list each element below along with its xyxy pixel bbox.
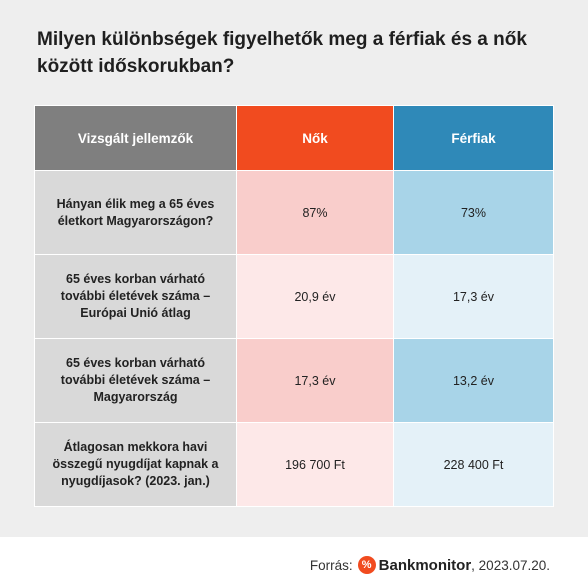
- men-value: 73%: [393, 170, 554, 255]
- women-value: 20,9 év: [236, 254, 394, 339]
- row-label: 65 éves korban várható további életévek …: [34, 338, 237, 423]
- table-row: 65 éves korban várható további életévek …: [34, 338, 554, 423]
- brand-logo-text: Bankmonitor: [378, 556, 472, 574]
- row-label: Átlagosan mekkora havi összegű nyugdíjat…: [34, 422, 237, 507]
- men-value: 13,2 év: [393, 338, 554, 423]
- table-row: Hányan élik meg a 65 éves életkort Magya…: [34, 170, 554, 255]
- page-title: Milyen különbségek figyelhetők meg a fér…: [37, 29, 527, 77]
- header-attribute: Vizsgált jellemzők: [34, 105, 237, 171]
- women-value: 87%: [236, 170, 394, 255]
- men-value: 17,3 év: [393, 254, 554, 339]
- table-header-row: Vizsgált jellemzők Nők Férfiak: [34, 105, 554, 171]
- comparison-table: Vizsgált jellemzők Nők Férfiak Hányan él…: [34, 105, 554, 507]
- row-label: Hányan élik meg a 65 éves életkort Magya…: [34, 170, 237, 255]
- men-value: 228 400 Ft: [393, 422, 554, 507]
- women-value: 17,3 év: [236, 338, 394, 423]
- table-row: 65 éves korban várható további életévek …: [34, 254, 554, 339]
- infographic-card: Milyen különbségek figyelhetők meg a fér…: [0, 0, 588, 537]
- header-women: Nők: [236, 105, 394, 171]
- source-label: Forrás:: [309, 557, 353, 573]
- source-footer: Forrás: % Bankmonitor , 2023.07.20.: [310, 556, 550, 574]
- women-value: 196 700 Ft: [236, 422, 394, 507]
- row-label: 65 éves korban várható további életévek …: [34, 254, 237, 339]
- percent-icon: %: [357, 556, 376, 574]
- header-men: Férfiak: [393, 105, 554, 171]
- source-date: , 2023.07.20.: [471, 557, 550, 573]
- table-row: Átlagosan mekkora havi összegű nyugdíjat…: [34, 422, 554, 507]
